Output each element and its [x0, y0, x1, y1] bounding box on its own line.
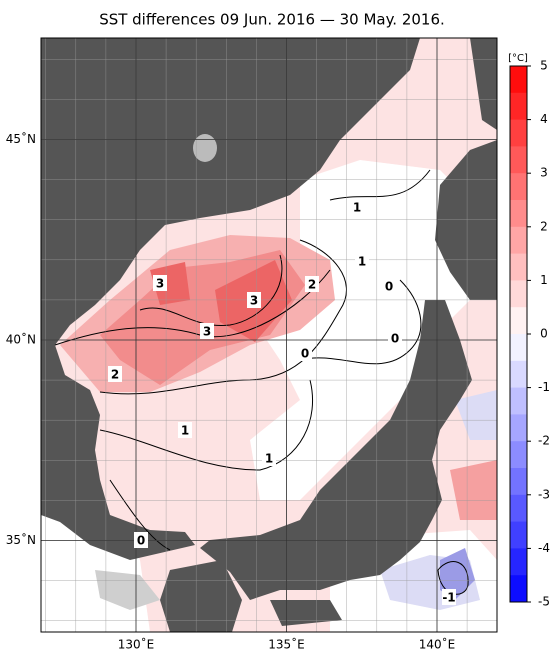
- contour-label: -1: [442, 591, 455, 605]
- contour-label: 1: [358, 255, 366, 269]
- colorbar-tick-label: 3: [540, 166, 548, 180]
- contour-label: 1: [265, 452, 273, 466]
- contour-label: 2: [111, 368, 119, 382]
- colorbar-tick-label: 0: [540, 327, 548, 341]
- colorbar-unit: [°C]: [508, 53, 528, 64]
- colorbar-tick-label: -5: [538, 595, 550, 609]
- contour-label-box: [442, 589, 456, 605]
- colorbar-step: [510, 280, 527, 308]
- land: [200, 300, 472, 600]
- colorbar-step: [510, 92, 527, 121]
- contour-label-box: [134, 532, 148, 548]
- colorbar-step: [510, 226, 527, 255]
- contour-label: 3: [203, 325, 211, 339]
- land: [470, 38, 497, 130]
- colorbar-tick-label: 5: [540, 59, 548, 73]
- lat-label: 45˚N: [6, 131, 36, 146]
- contour-label-box: [108, 366, 122, 382]
- colorbar-step: [510, 414, 527, 442]
- colorbar-step: [510, 468, 527, 496]
- contour-label-box: [388, 330, 402, 346]
- contour-label-box: [298, 345, 312, 361]
- colorbar-step: [510, 494, 527, 523]
- contour-label-box: [382, 278, 396, 294]
- lat-label: 40˚N: [6, 332, 36, 347]
- colorbar-step: [510, 441, 527, 469]
- contour-label-box: [305, 276, 319, 292]
- contour-label: 0: [301, 347, 309, 361]
- land: [270, 600, 342, 626]
- contour-label-box: [350, 199, 364, 215]
- contour-label: 1: [181, 424, 189, 438]
- sea-hot: [150, 262, 190, 305]
- colorbar-step: [510, 548, 527, 576]
- colorbar-step: [510, 334, 527, 362]
- colorbar-step: [510, 253, 527, 281]
- colorbar-step: [510, 307, 527, 335]
- land: [435, 140, 497, 300]
- colorbar-tick-label: -3: [538, 487, 550, 501]
- colorbar-tick-label: -4: [538, 541, 550, 555]
- colorbar-step: [510, 575, 527, 603]
- island: [95, 570, 160, 610]
- colorbar-tick-label: -2: [538, 434, 550, 448]
- contour-label-box: [153, 275, 167, 291]
- colorbar-tick-label: -1: [538, 380, 550, 394]
- colorbar-step: [510, 173, 527, 201]
- sea-negative: [440, 548, 475, 600]
- sea-zero: [250, 160, 470, 500]
- colorbar-step: [510, 146, 527, 174]
- lake: [193, 134, 217, 162]
- contour-label: 2: [308, 278, 316, 292]
- lon-label: 140˚E: [419, 637, 456, 652]
- contour-label: 0: [385, 280, 393, 294]
- contour-label: 3: [250, 294, 258, 308]
- lon-label: 130˚E: [118, 637, 155, 652]
- contour-label-box: [178, 422, 192, 438]
- lon-label: 135˚E: [268, 637, 305, 652]
- contour-label-box: [262, 450, 276, 466]
- colorbar-tick-label: 4: [540, 112, 548, 126]
- colorbar-step: [510, 521, 527, 549]
- colorbar-tick-label: 1: [540, 273, 548, 287]
- contour-label: 0: [137, 534, 145, 548]
- contour-label-box: [355, 253, 369, 269]
- lat-label: 35˚N: [6, 532, 36, 547]
- contour-label-box: [200, 323, 214, 339]
- title: SST differences 09 Jun. 2016 — 30 May. 2…: [99, 11, 445, 29]
- colorbar-step: [510, 360, 527, 389]
- land: [160, 560, 242, 632]
- contour-label: 0: [391, 332, 399, 346]
- map-frame: [40, 37, 498, 633]
- colorbar-tick-label: 2: [540, 219, 548, 233]
- contour-label: 1: [353, 201, 361, 215]
- sea-warm: [450, 460, 497, 520]
- contour-label: 3: [156, 277, 164, 291]
- colorbar-step: [510, 200, 527, 228]
- sea-negative: [455, 390, 497, 440]
- colorbar-step: [510, 66, 527, 94]
- map: 3 3 3 2 2 1 1 1 1 0 0 0 0 -1: [41, 38, 497, 632]
- colorbar-step: [510, 119, 527, 147]
- contour-label-box: [247, 292, 261, 308]
- colorbar-step: [510, 387, 527, 415]
